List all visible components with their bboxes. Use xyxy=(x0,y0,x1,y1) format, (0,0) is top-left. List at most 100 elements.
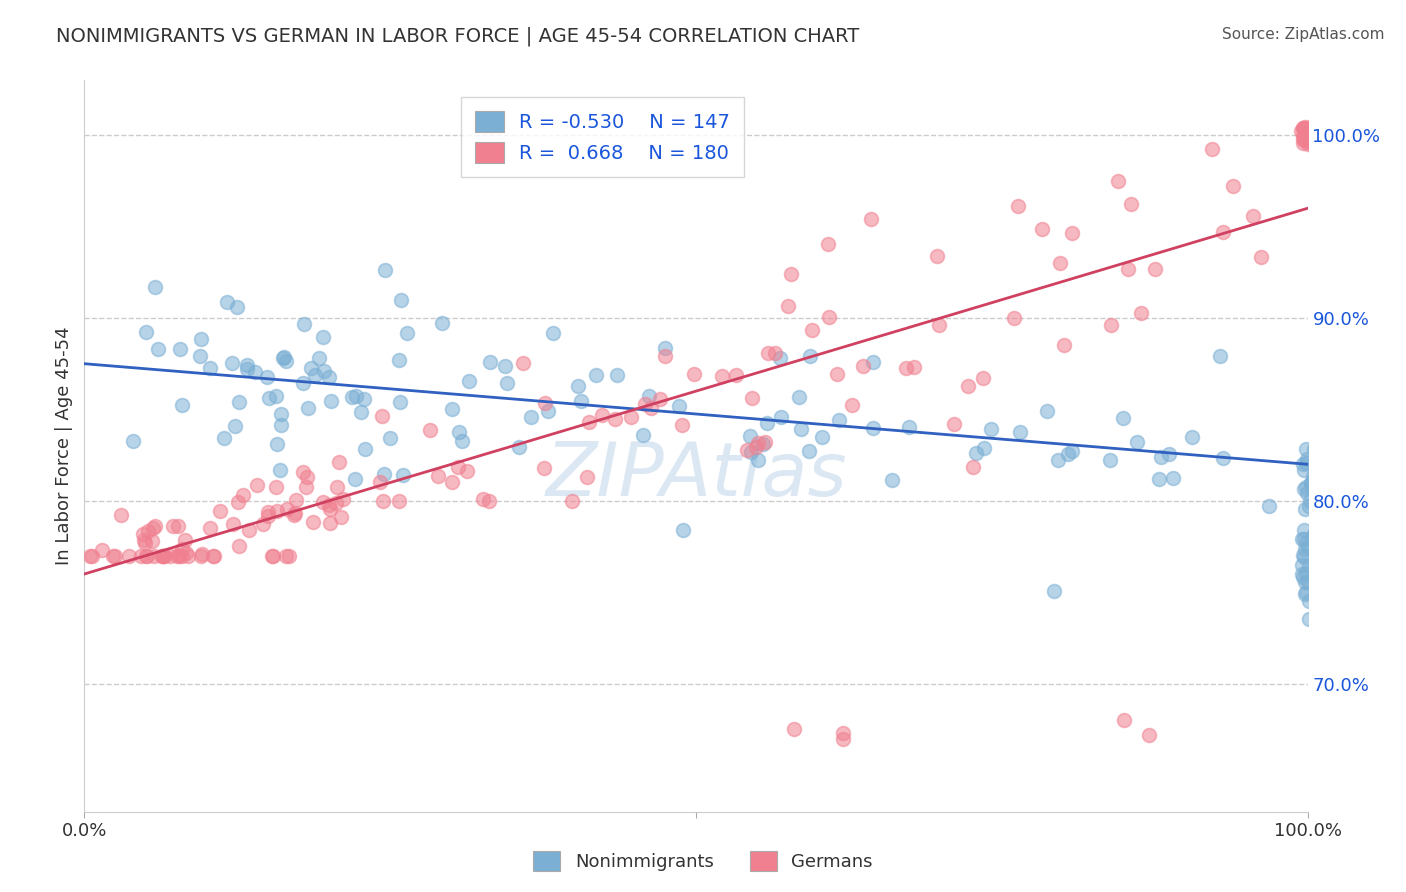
Point xyxy=(654,349,676,363)
Point xyxy=(1062,443,1084,458)
Point xyxy=(817,236,839,251)
Point xyxy=(190,332,212,346)
Point xyxy=(373,467,395,482)
Point xyxy=(1296,136,1319,151)
Point xyxy=(167,518,190,533)
Point xyxy=(1043,584,1066,599)
Point xyxy=(224,419,246,434)
Point xyxy=(1292,121,1315,136)
Point xyxy=(419,423,441,437)
Point xyxy=(1296,128,1319,143)
Point xyxy=(537,403,560,417)
Point xyxy=(1301,128,1323,143)
Point xyxy=(1298,121,1320,136)
Point xyxy=(925,249,948,263)
Point xyxy=(1294,542,1316,557)
Point xyxy=(763,346,786,360)
Point xyxy=(1292,120,1315,135)
Point xyxy=(308,351,330,365)
Point xyxy=(278,549,301,563)
Point xyxy=(143,518,166,533)
Point xyxy=(1292,132,1315,146)
Point xyxy=(1301,126,1323,140)
Point xyxy=(297,401,319,415)
Point xyxy=(561,493,583,508)
Point xyxy=(353,392,375,406)
Point xyxy=(1295,536,1317,550)
Point xyxy=(880,473,903,487)
Point xyxy=(1053,337,1076,351)
Point xyxy=(569,394,592,409)
Point xyxy=(1302,120,1324,134)
Point xyxy=(389,293,412,308)
Point xyxy=(190,549,212,563)
Point xyxy=(1056,447,1078,461)
Point xyxy=(1295,456,1317,470)
Point xyxy=(1295,120,1317,135)
Point xyxy=(1299,493,1322,508)
Point xyxy=(897,420,920,434)
Point xyxy=(1301,475,1323,490)
Point xyxy=(427,468,450,483)
Point xyxy=(1201,142,1223,156)
Point xyxy=(747,436,769,450)
Point xyxy=(852,359,875,373)
Point xyxy=(801,323,824,337)
Point xyxy=(283,508,305,523)
Point xyxy=(1294,575,1316,590)
Point xyxy=(769,351,792,365)
Point xyxy=(389,395,412,409)
Point xyxy=(965,445,987,459)
Point xyxy=(585,368,607,383)
Point xyxy=(1302,119,1324,133)
Point xyxy=(134,533,156,547)
Point xyxy=(264,389,287,403)
Point xyxy=(1296,540,1319,554)
Point xyxy=(257,505,280,519)
Point xyxy=(1301,136,1323,150)
Point xyxy=(440,402,463,417)
Point xyxy=(146,342,169,356)
Point xyxy=(943,417,966,431)
Point xyxy=(894,360,917,375)
Point xyxy=(299,360,322,375)
Point xyxy=(787,390,810,404)
Point xyxy=(1125,435,1147,450)
Point xyxy=(508,441,530,455)
Point xyxy=(1062,227,1084,241)
Point xyxy=(198,361,221,376)
Point xyxy=(273,351,295,365)
Point xyxy=(150,549,173,563)
Point xyxy=(388,353,411,368)
Point xyxy=(167,549,190,563)
Point xyxy=(1302,527,1324,541)
Point xyxy=(371,493,394,508)
Point xyxy=(620,409,643,424)
Point xyxy=(1036,403,1059,417)
Point xyxy=(104,549,127,563)
Point xyxy=(80,549,103,563)
Point xyxy=(512,356,534,370)
Point xyxy=(90,542,112,557)
Point xyxy=(1292,128,1315,143)
Point xyxy=(266,437,288,451)
Point xyxy=(973,441,995,455)
Point xyxy=(1294,524,1316,538)
Point xyxy=(132,527,155,541)
Point xyxy=(1295,132,1317,146)
Point xyxy=(1292,136,1315,150)
Point xyxy=(1296,128,1319,142)
Point xyxy=(831,726,853,740)
Point xyxy=(172,398,194,412)
Point xyxy=(841,399,863,413)
Point xyxy=(311,495,333,509)
Point xyxy=(118,549,141,563)
Point xyxy=(1302,469,1324,483)
Point xyxy=(1118,262,1140,277)
Point xyxy=(1299,121,1322,136)
Point xyxy=(756,417,779,431)
Point xyxy=(222,517,245,532)
Point xyxy=(319,516,342,530)
Point xyxy=(342,390,364,404)
Point xyxy=(1295,584,1317,599)
